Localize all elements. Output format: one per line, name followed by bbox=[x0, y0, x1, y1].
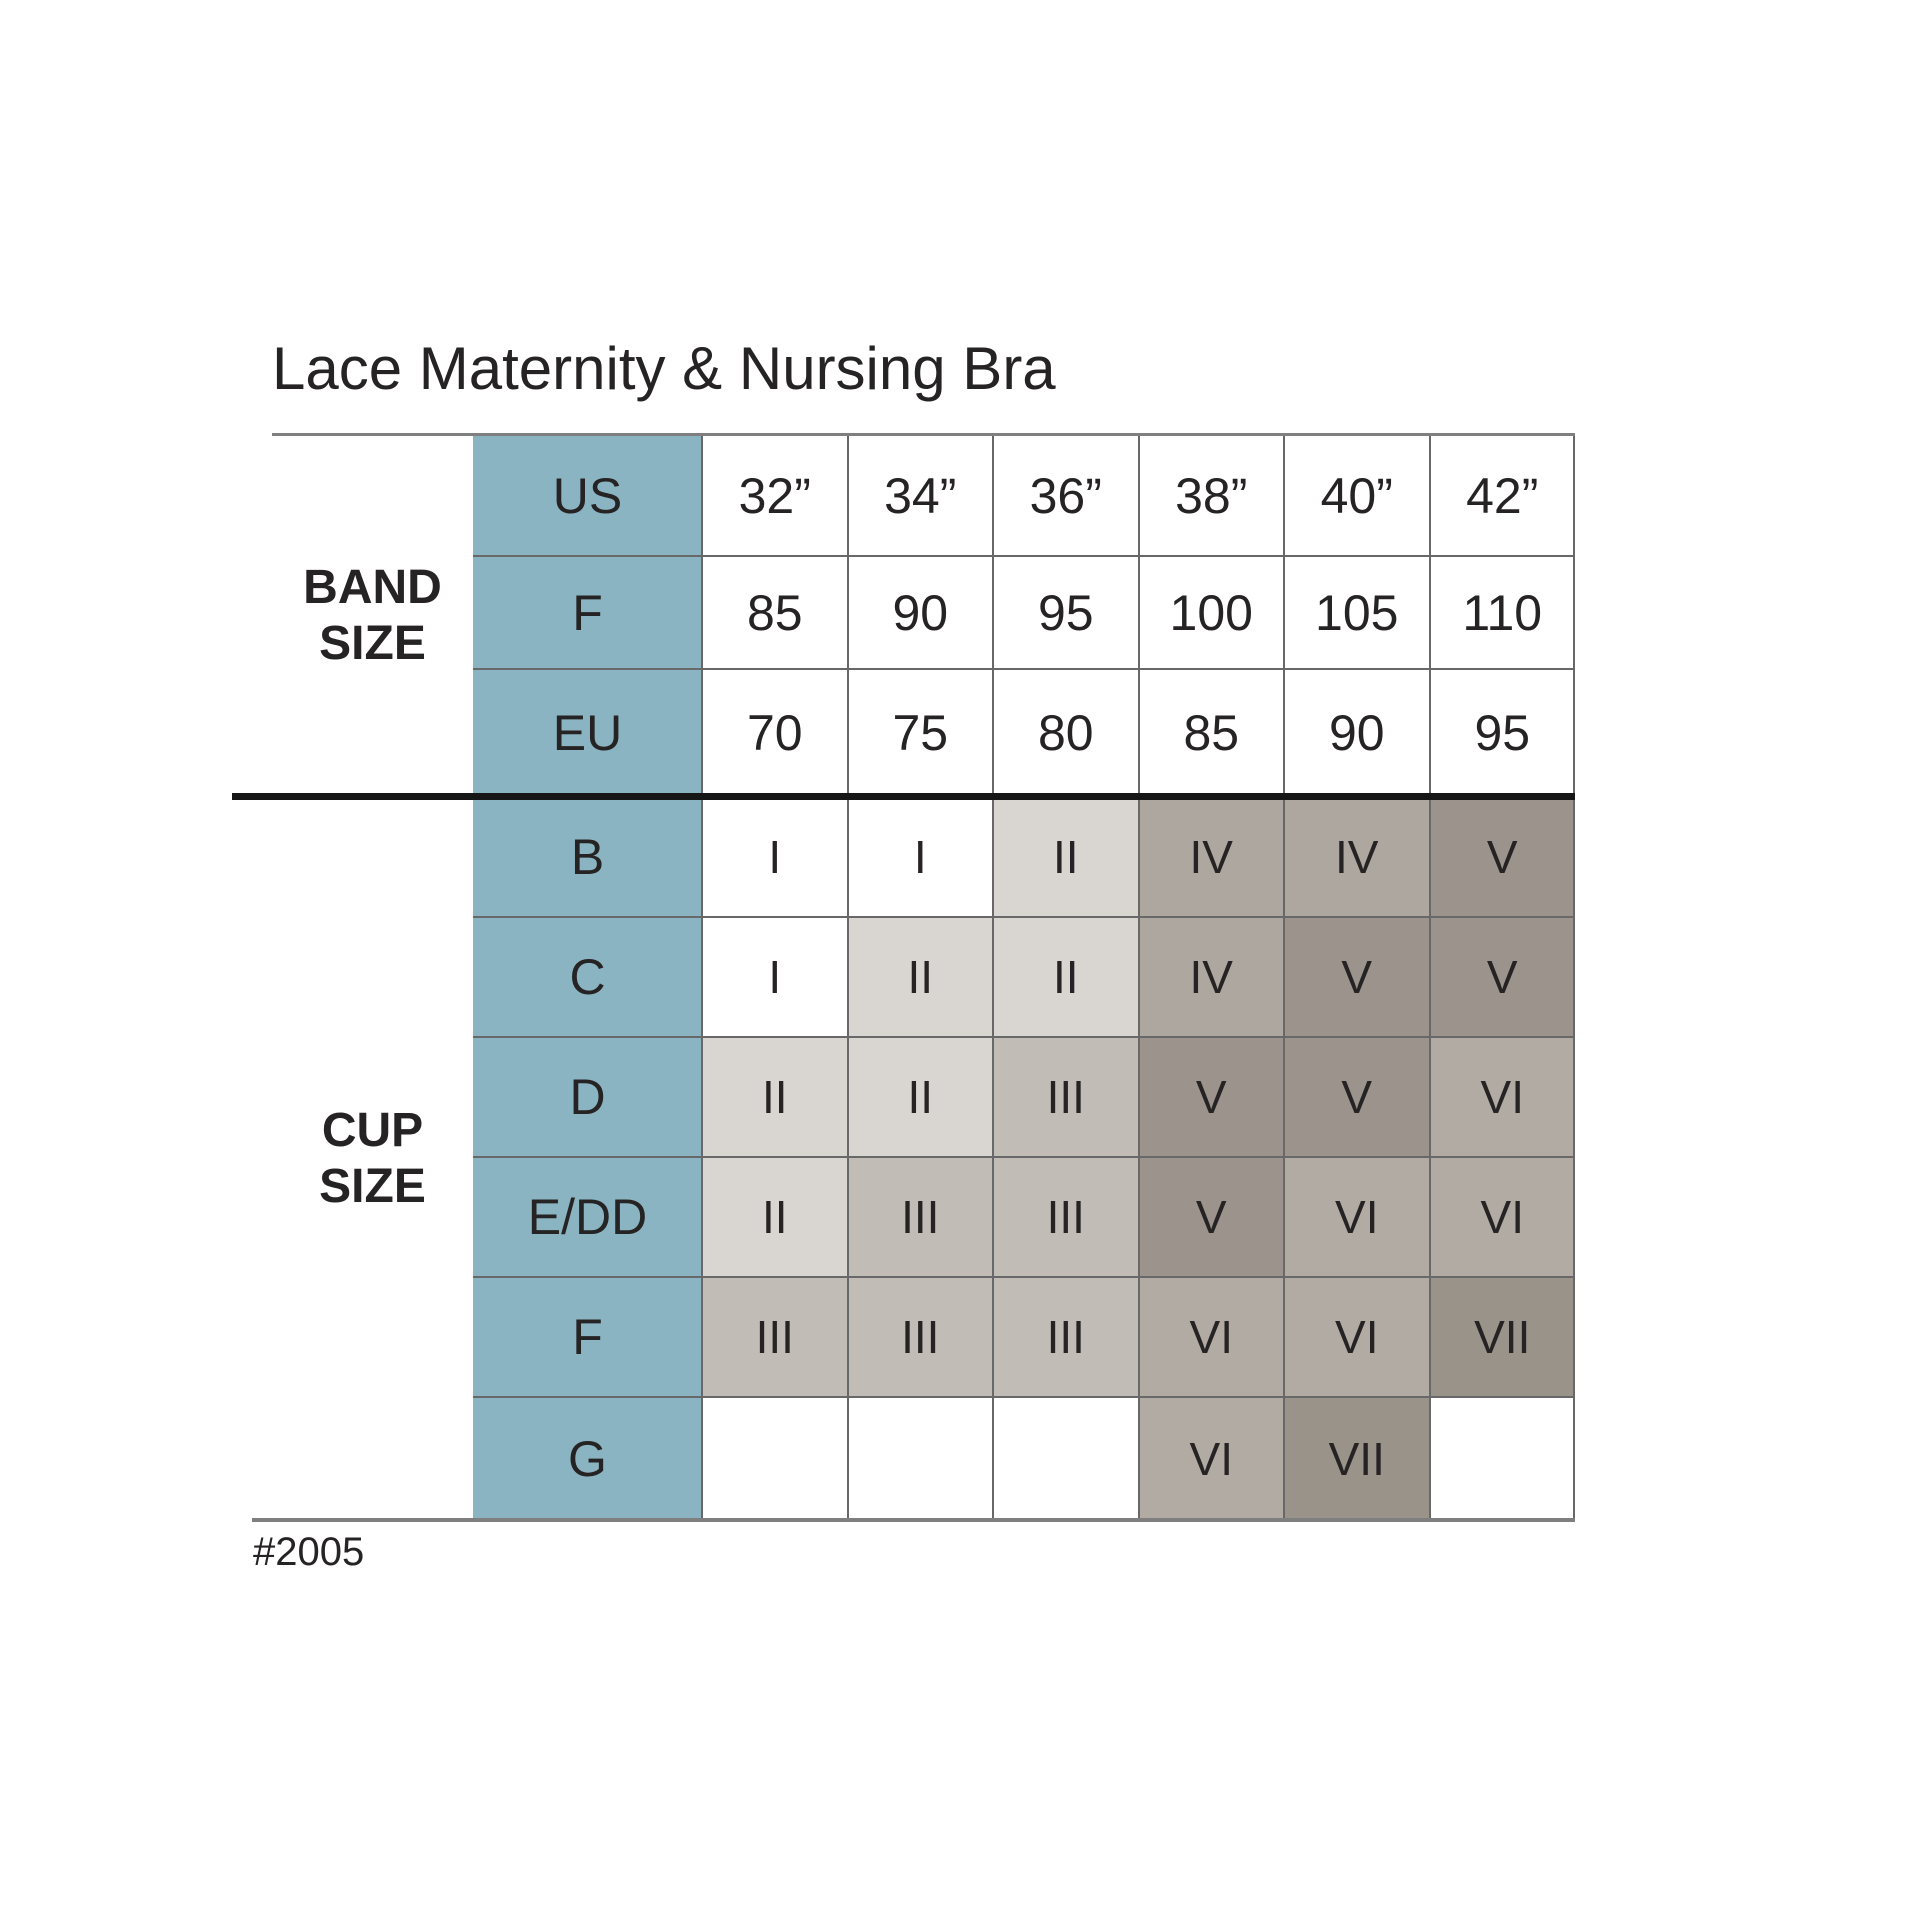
column-divider-line bbox=[1137, 435, 1140, 1520]
band-value-cell: 36” bbox=[993, 435, 1139, 556]
band-size-section-label: BAND SIZE bbox=[272, 435, 473, 797]
column-divider-line bbox=[1573, 435, 1575, 1520]
cup-group-cell: VII bbox=[1284, 1397, 1430, 1520]
band-value-cell: 32” bbox=[702, 435, 848, 556]
cup-group-cell: V bbox=[1429, 797, 1575, 917]
cup-row-label: G bbox=[473, 1397, 702, 1520]
band-size-section-label-line: SIZE bbox=[319, 617, 426, 670]
cup-group-cell: II bbox=[847, 1037, 993, 1157]
cup-group-cell: V bbox=[1138, 1157, 1284, 1277]
band-value-cell: 105 bbox=[1284, 556, 1430, 669]
band-value-cell: 110 bbox=[1429, 556, 1575, 669]
cup-size-section-label: CUP SIZE bbox=[272, 797, 473, 1520]
band-row-label: EU bbox=[473, 669, 702, 797]
column-divider-line bbox=[1283, 435, 1285, 1520]
band-value-cell: 38” bbox=[1138, 435, 1284, 556]
row-divider-line bbox=[473, 555, 1575, 557]
cup-row-label: F bbox=[473, 1277, 702, 1397]
cup-group-cell: II bbox=[993, 917, 1139, 1037]
row-divider-line bbox=[473, 1036, 1575, 1038]
band-value-cell: 80 bbox=[993, 669, 1139, 797]
cup-group-cell: III bbox=[702, 1277, 848, 1397]
cup-group-cell bbox=[702, 1397, 848, 1520]
band-value-cell: 90 bbox=[847, 556, 993, 669]
band-value-cell: 75 bbox=[847, 669, 993, 797]
row-divider-line bbox=[473, 1396, 1575, 1398]
cup-group-cell: IV bbox=[1284, 797, 1430, 917]
cup-group-cell: III bbox=[993, 1037, 1139, 1157]
cup-group-cell: VI bbox=[1138, 1397, 1284, 1520]
cup-group-cell: VI bbox=[1138, 1277, 1284, 1397]
cup-group-cell: I bbox=[702, 917, 848, 1037]
band-value-cell: 85 bbox=[702, 556, 848, 669]
cup-group-cell: III bbox=[993, 1277, 1139, 1397]
band-value-cell: 34” bbox=[847, 435, 993, 556]
band-value-cell: 42” bbox=[1429, 435, 1575, 556]
cup-group-cell: III bbox=[847, 1277, 993, 1397]
table-bottom-border bbox=[252, 1518, 1575, 1522]
cup-row-label: D bbox=[473, 1037, 702, 1157]
cup-group-cell: VII bbox=[1429, 1277, 1575, 1397]
column-divider-line bbox=[701, 435, 703, 1520]
column-divider-line bbox=[846, 435, 849, 1520]
cup-group-cell: V bbox=[1284, 917, 1430, 1037]
size-chart-table: BAND SIZE CUP SIZE US 32” 34” 36” 38” 40” 42” F 85 90… bbox=[232, 433, 1575, 1522]
cup-row-label: C bbox=[473, 917, 702, 1037]
row-divider-line bbox=[473, 668, 1575, 670]
band-value-cell: 85 bbox=[1138, 669, 1284, 797]
cup-group-cell: VI bbox=[1284, 1157, 1430, 1277]
cup-size-section-label-line: SIZE bbox=[319, 1159, 426, 1213]
band-row-label: US bbox=[473, 435, 702, 556]
cup-group-cell: VI bbox=[1284, 1277, 1430, 1397]
cup-group-cell: VI bbox=[1429, 1037, 1575, 1157]
cup-group-cell: IV bbox=[1138, 917, 1284, 1037]
cup-group-cell: I bbox=[702, 797, 848, 917]
band-value-cell: 70 bbox=[702, 669, 848, 797]
cup-group-cell: III bbox=[847, 1157, 993, 1277]
row-divider-line bbox=[473, 1156, 1575, 1158]
cup-group-cell: VI bbox=[1429, 1157, 1575, 1277]
cup-size-section-label-line: CUP bbox=[321, 1103, 424, 1157]
row-divider-line bbox=[473, 916, 1575, 918]
cup-group-cell: II bbox=[993, 797, 1139, 917]
band-value-cell: 40” bbox=[1284, 435, 1430, 556]
cup-group-cell: III bbox=[993, 1157, 1139, 1277]
cup-group-cell: I bbox=[847, 797, 993, 917]
column-divider-line bbox=[992, 435, 994, 1520]
product-code: #2005 bbox=[253, 1530, 365, 1574]
cup-row-label: B bbox=[473, 797, 702, 917]
column-divider-line bbox=[1428, 435, 1431, 1520]
cup-group-cell: V bbox=[1429, 917, 1575, 1037]
cup-group-cell: II bbox=[847, 917, 993, 1037]
cup-row-label: E/DD bbox=[473, 1157, 702, 1277]
band-row-label: F bbox=[473, 556, 702, 669]
band-value-cell: 95 bbox=[1429, 669, 1575, 797]
cup-group-cell bbox=[1429, 1397, 1575, 1520]
cup-group-cell: II bbox=[702, 1037, 848, 1157]
cup-group-cell: V bbox=[1284, 1037, 1430, 1157]
cup-group-cell bbox=[847, 1397, 993, 1520]
row-divider-line bbox=[473, 1276, 1575, 1278]
band-size-section-label-line: BAND bbox=[303, 561, 442, 614]
cup-group-cell: II bbox=[702, 1157, 848, 1277]
band-cup-divider-line bbox=[232, 793, 1575, 800]
cup-group-cell: IV bbox=[1138, 797, 1284, 917]
band-value-cell: 95 bbox=[993, 556, 1139, 669]
band-value-cell: 90 bbox=[1284, 669, 1430, 797]
cup-group-cell bbox=[993, 1397, 1139, 1520]
band-value-cell: 100 bbox=[1138, 556, 1284, 669]
chart-title: Lace Maternity & Nursing Bra bbox=[272, 335, 1056, 402]
cup-group-cell: V bbox=[1138, 1037, 1284, 1157]
table-top-border bbox=[272, 433, 1575, 436]
